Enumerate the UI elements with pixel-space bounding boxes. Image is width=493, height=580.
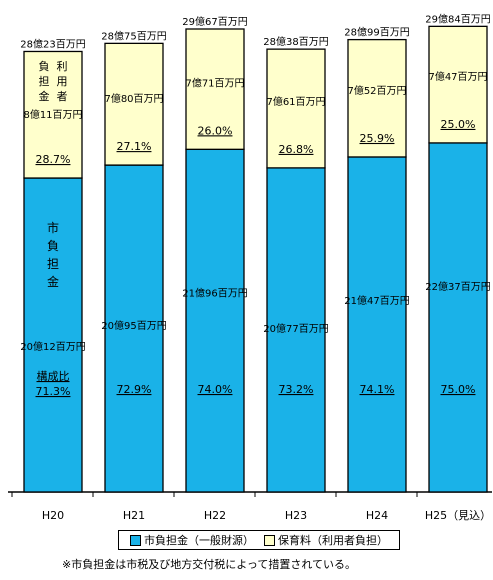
bar-city-3 (266, 167, 326, 493)
legend-swatch-city (130, 534, 141, 546)
x-tick-label-1: H21 (123, 509, 145, 522)
city-percent-0: 71.3% (36, 385, 71, 398)
fee-percent-4: 25.9% (360, 132, 395, 145)
city-percent-1: 72.9% (117, 383, 152, 396)
legend-item-fee: 保育料（利用者負担） (264, 532, 388, 548)
x-tick-label-4: H24 (366, 509, 388, 522)
x-tick-label-3: H23 (285, 509, 307, 522)
legend-label-fee: 保育料（利用者負担） (278, 534, 388, 547)
city-amount-1: 20億95百万円 (101, 319, 166, 332)
city-amount-4: 21億47百万円 (344, 294, 409, 307)
footnote: ※市負担金は市税及び地方交付税によって措置されている。 (62, 558, 357, 571)
yellow-annotation-left-0: 負 (39, 60, 50, 73)
bar-city-2 (185, 148, 245, 493)
yellow-annotation-left-2: 金 (39, 89, 50, 103)
bar-fee-5 (428, 25, 488, 144)
fee-percent-0: 28.7% (36, 153, 71, 166)
fee-amount-3: 7億61百万円 (266, 95, 325, 108)
x-tick-label-5: H25（見込） (425, 509, 491, 522)
bar-fee-3 (266, 48, 326, 169)
legend-swatch-fee (264, 534, 275, 546)
total-label-2: 29億67百万円 (182, 15, 247, 28)
city-percent-2: 74.0% (198, 383, 233, 396)
legend-label-city: 市負担金（一般財源） (144, 534, 254, 547)
total-label-1: 28億75百万円 (101, 29, 166, 42)
city-amount-3: 20億77百万円 (263, 322, 328, 335)
fee-amount-4: 7億52百万円 (347, 84, 406, 97)
total-label-4: 28億99百万円 (344, 26, 409, 39)
bar-fee-1 (104, 42, 164, 166)
fee-amount-0: 8億11百万円 (23, 108, 82, 121)
legend: 市負担金（一般財源） 保育料（利用者負担） (118, 530, 400, 550)
blue-annotation-char-1: 負 (47, 239, 59, 253)
city-amount-5: 22億37百万円 (425, 280, 490, 293)
bar-fee-2 (185, 28, 245, 150)
city-percent-4: 74.1% (360, 383, 395, 396)
x-tick-label-0: H20 (42, 509, 64, 522)
bar-city-0 (23, 177, 83, 493)
yellow-annotation-right-0: 利 (57, 60, 68, 73)
x-tick-label-2: H22 (204, 509, 226, 522)
bar-city-4 (347, 156, 407, 493)
blue-annotation-char-2: 担 (47, 257, 59, 271)
total-label-3: 28億38百万円 (263, 35, 328, 48)
blue-annotation-char-0: 市 (47, 220, 59, 235)
city-percent-5: 75.0% (441, 383, 476, 396)
fee-percent-2: 26.0% (198, 124, 233, 137)
city-percent-3: 73.2% (279, 383, 314, 396)
fee-amount-2: 7億71百万円 (185, 76, 244, 89)
bar-fee-0 (23, 50, 83, 179)
bar-fee-4 (347, 38, 407, 158)
legend-item-city: 市負担金（一般財源） (130, 532, 254, 548)
total-label-0: 28億23百万円 (20, 37, 85, 50)
yellow-annotation-right-2: 者 (57, 90, 68, 103)
total-label-5: 29億84百万円 (425, 12, 490, 25)
blue-annotation-char-3: 金 (47, 274, 59, 289)
yellow-annotation-left-1: 担 (39, 74, 50, 88)
city-amount-0: 20億12百万円 (20, 340, 85, 353)
composition-label: 構成比 (37, 370, 70, 383)
bar-city-5 (428, 142, 488, 493)
yellow-annotation-right-1: 用 (57, 75, 68, 88)
fee-percent-3: 26.8% (279, 143, 314, 156)
fee-percent-1: 27.1% (117, 140, 152, 153)
bar-city-1 (104, 164, 164, 493)
city-amount-2: 21億96百万円 (182, 286, 247, 299)
fee-amount-5: 7億47百万円 (428, 70, 487, 83)
fee-amount-1: 7億80百万円 (104, 92, 163, 105)
fee-percent-5: 25.0% (441, 118, 476, 131)
